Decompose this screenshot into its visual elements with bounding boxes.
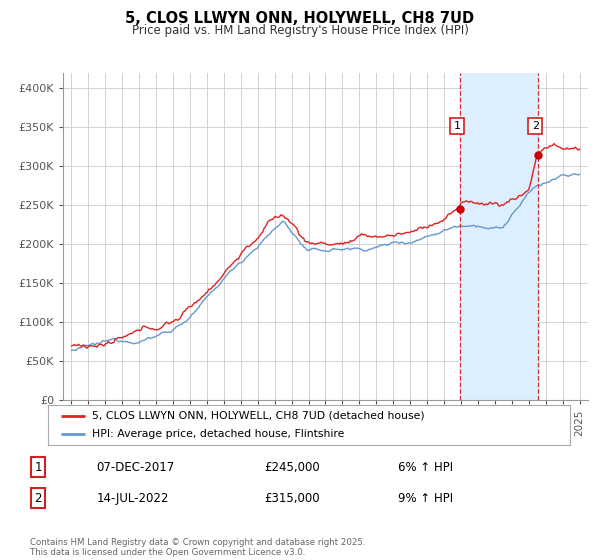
Text: 5, CLOS LLWYN ONN, HOLYWELL, CH8 7UD (detached house): 5, CLOS LLWYN ONN, HOLYWELL, CH8 7UD (de… bbox=[92, 411, 425, 421]
Text: £315,000: £315,000 bbox=[264, 492, 320, 505]
Text: 9% ↑ HPI: 9% ↑ HPI bbox=[398, 492, 453, 505]
Text: 1: 1 bbox=[454, 121, 461, 131]
Text: £245,000: £245,000 bbox=[264, 461, 320, 474]
Text: Contains HM Land Registry data © Crown copyright and database right 2025.
This d: Contains HM Land Registry data © Crown c… bbox=[30, 538, 365, 557]
Text: HPI: Average price, detached house, Flintshire: HPI: Average price, detached house, Flin… bbox=[92, 430, 345, 439]
Text: 5, CLOS LLWYN ONN, HOLYWELL, CH8 7UD: 5, CLOS LLWYN ONN, HOLYWELL, CH8 7UD bbox=[125, 11, 475, 26]
Text: 6% ↑ HPI: 6% ↑ HPI bbox=[398, 461, 453, 474]
Text: 14-JUL-2022: 14-JUL-2022 bbox=[97, 492, 169, 505]
Text: 1: 1 bbox=[34, 461, 42, 474]
Text: 2: 2 bbox=[532, 121, 539, 131]
Bar bbox=[460, 73, 538, 400]
Text: 2: 2 bbox=[34, 492, 42, 505]
Text: Price paid vs. HM Land Registry's House Price Index (HPI): Price paid vs. HM Land Registry's House … bbox=[131, 24, 469, 36]
Text: 07-DEC-2017: 07-DEC-2017 bbox=[97, 461, 175, 474]
